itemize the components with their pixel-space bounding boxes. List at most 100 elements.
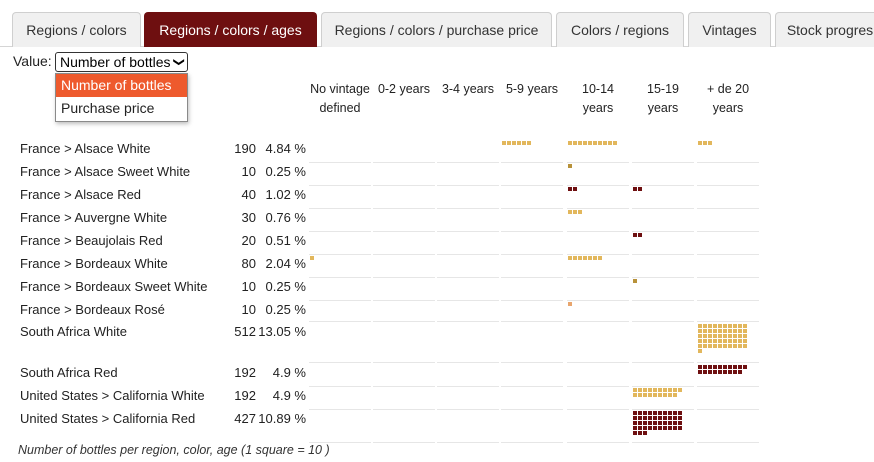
bottle-square [713, 370, 717, 374]
column-header: + de 20 years [706, 82, 750, 115]
bottle-square [718, 324, 722, 328]
cell-separator [309, 208, 371, 209]
bottle-square [663, 411, 667, 415]
tab-colors-regions[interactable]: Colors / regions [556, 12, 684, 47]
bottle-square [517, 141, 521, 145]
bottle-square [658, 426, 662, 430]
bottle-square [723, 324, 727, 328]
bottle-square [673, 388, 677, 392]
bottle-square [703, 324, 707, 328]
cell-separator [567, 321, 629, 322]
bottle-square [708, 370, 712, 374]
cell-separator [697, 162, 759, 163]
bottle-square [673, 416, 677, 420]
bottle-square [633, 279, 637, 283]
bottle-square [723, 329, 727, 333]
cell-separator [373, 386, 435, 387]
tab-stock-progres[interactable]: Stock progres [775, 12, 874, 47]
cell-separator [309, 409, 371, 410]
cell-separator [373, 362, 435, 363]
cell-separator [309, 254, 371, 255]
bottle-square [643, 416, 647, 420]
cell-separator [373, 254, 435, 255]
bottle-square [573, 141, 577, 145]
cell-separator [373, 162, 435, 163]
bottle-square [578, 210, 582, 214]
tab-regions-colors-ages[interactable]: Regions / colors / ages [144, 12, 317, 47]
row-count: 192 [234, 365, 256, 380]
column-header: 5-9 years [505, 82, 559, 96]
cell-separator [437, 185, 499, 186]
row-label: France > Bordeaux Sweet White [20, 279, 208, 294]
value-select[interactable]: Number of bottles ❮ [55, 52, 188, 72]
bottle-square [638, 431, 642, 435]
bottle-square [733, 365, 737, 369]
bottle-square [638, 388, 642, 392]
bottle-square [638, 411, 642, 415]
bottle-square [703, 365, 707, 369]
cell-separator [697, 386, 759, 387]
row-label: France > Bordeaux White [20, 256, 168, 271]
cell-separator [697, 185, 759, 186]
row-count: 20 [241, 233, 256, 248]
cell-separator [697, 300, 759, 301]
row-percent: 0.25 % [265, 302, 306, 317]
bottle-square [743, 324, 747, 328]
bottle-square [633, 431, 637, 435]
row-label: France > Auvergne White [20, 210, 168, 225]
bottle-square [648, 388, 652, 392]
bottle-square [738, 329, 742, 333]
bottle-square [668, 426, 672, 430]
cell-separator [309, 321, 371, 322]
cell-separator [373, 231, 435, 232]
bottle-square [698, 344, 702, 348]
bottle-square [668, 421, 672, 425]
bottle-square [653, 411, 657, 415]
bottle-square [743, 344, 747, 348]
cell-separator [501, 185, 563, 186]
cell-separator [501, 386, 563, 387]
bottle-square [728, 334, 732, 338]
bottle-square [708, 329, 712, 333]
cell-separator [632, 208, 694, 209]
bottle-square [738, 334, 742, 338]
bottle-square [663, 388, 667, 392]
bottle-square [698, 141, 702, 145]
bottle-square [633, 426, 637, 430]
cell-separator [501, 409, 563, 410]
bottle-square [668, 416, 672, 420]
bottle-square [723, 334, 727, 338]
tab-regions-colors[interactable]: Regions / colors [12, 12, 141, 47]
bottle-square [648, 411, 652, 415]
row-label: United States > California White [20, 388, 205, 403]
bottle-square [578, 256, 582, 260]
cell-separator [567, 208, 629, 209]
bottle-square [638, 393, 642, 397]
bottle-square [698, 324, 702, 328]
bottle-square [568, 187, 572, 191]
bottle-square [658, 416, 662, 420]
bottle-square [698, 365, 702, 369]
dropdown-option-purchase-price[interactable]: Purchase price [61, 100, 155, 116]
bottle-square [678, 426, 682, 430]
bottle-square [633, 187, 637, 191]
bottle-square [588, 256, 592, 260]
cell-separator [501, 231, 563, 232]
bottle-square [588, 141, 592, 145]
tab-vintages[interactable]: Vintages [688, 12, 771, 47]
bottle-square [713, 324, 717, 328]
cell-separator [437, 321, 499, 322]
bottle-square [658, 411, 662, 415]
cell-separator [437, 231, 499, 232]
bottle-square [512, 141, 516, 145]
bottle-square [728, 324, 732, 328]
bottle-square [643, 411, 647, 415]
cell-separator [309, 231, 371, 232]
cell-separator [501, 254, 563, 255]
tab-regions-colors-purchase-price[interactable]: Regions / colors / purchase price [321, 12, 552, 47]
bottle-square [718, 365, 722, 369]
row-percent: 0.51 % [265, 233, 306, 248]
cell-separator [501, 300, 563, 301]
dropdown-option-number-of-bottles[interactable]: Number of bottles [56, 74, 187, 97]
bottle-square [718, 329, 722, 333]
